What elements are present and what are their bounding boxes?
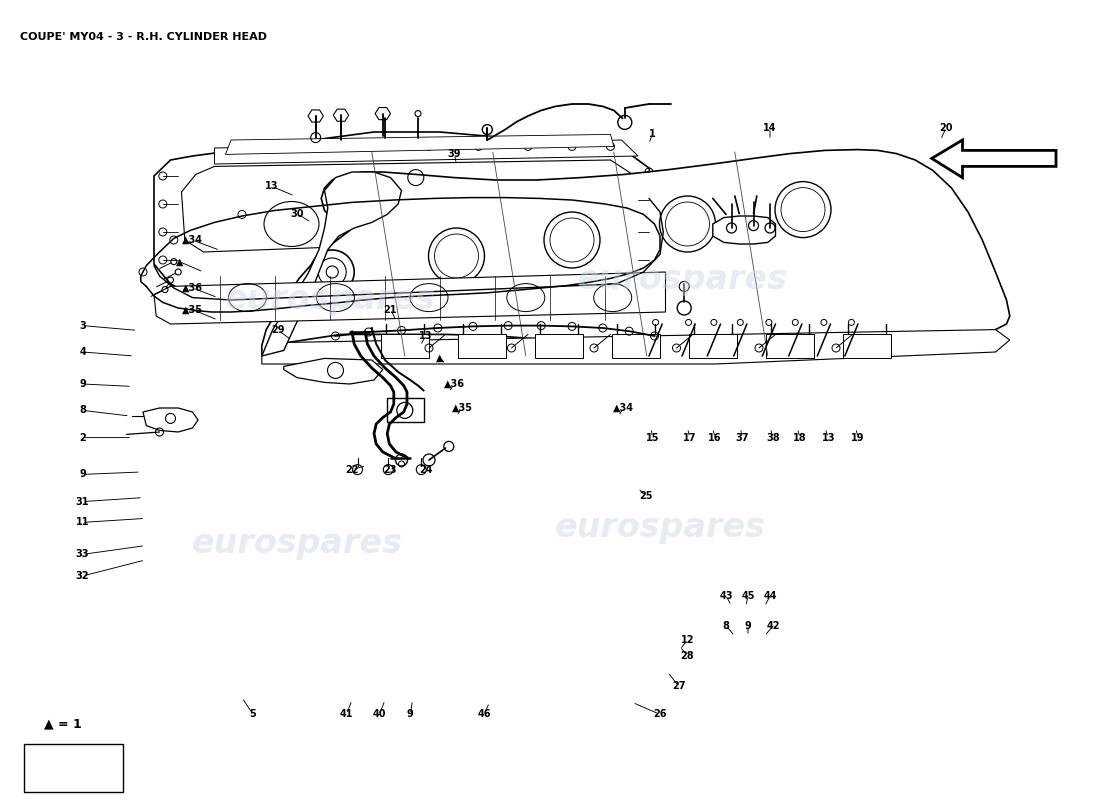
Text: 32: 32 [76, 571, 89, 581]
Polygon shape [535, 334, 583, 358]
Text: 40: 40 [373, 710, 386, 719]
Polygon shape [262, 150, 1010, 356]
Text: 9: 9 [79, 379, 86, 389]
Text: 9: 9 [79, 470, 86, 479]
Text: 31: 31 [76, 497, 89, 506]
Text: 21: 21 [384, 305, 397, 314]
Circle shape [726, 223, 737, 233]
Text: 17: 17 [683, 433, 696, 442]
Polygon shape [689, 334, 737, 358]
Text: 5: 5 [250, 710, 256, 719]
Text: 11: 11 [76, 518, 89, 527]
Text: COUPE' MY04 - 3 - R.H. CYLINDER HEAD: COUPE' MY04 - 3 - R.H. CYLINDER HEAD [20, 32, 267, 42]
Polygon shape [182, 160, 638, 252]
Text: 27: 27 [672, 682, 685, 691]
Text: 12: 12 [681, 635, 694, 645]
Text: 18: 18 [793, 433, 806, 442]
Text: 15: 15 [646, 433, 659, 442]
Polygon shape [333, 109, 349, 122]
Text: 46: 46 [477, 710, 491, 719]
Polygon shape [154, 132, 660, 296]
Text: 38: 38 [767, 433, 780, 442]
Text: ▲35: ▲35 [451, 403, 473, 413]
Text: 37: 37 [736, 433, 749, 442]
Text: 19: 19 [851, 433, 865, 442]
Text: 25: 25 [639, 491, 652, 501]
Polygon shape [458, 334, 506, 358]
Text: 9: 9 [745, 621, 751, 630]
Text: eurospares: eurospares [554, 511, 766, 545]
Text: 44: 44 [763, 591, 777, 601]
Text: 29: 29 [272, 326, 285, 335]
Text: ▲34: ▲34 [182, 235, 204, 245]
Text: 45: 45 [741, 591, 755, 601]
Text: 2: 2 [79, 433, 86, 442]
Text: 39: 39 [448, 150, 461, 159]
Text: 28: 28 [681, 651, 694, 661]
Polygon shape [612, 334, 660, 358]
Circle shape [748, 221, 759, 230]
Text: 14: 14 [763, 123, 777, 133]
Text: 13: 13 [265, 182, 278, 191]
Polygon shape [284, 358, 383, 384]
Text: eurospares: eurospares [224, 283, 436, 317]
Polygon shape [381, 334, 429, 358]
Polygon shape [308, 110, 323, 122]
Polygon shape [387, 398, 424, 422]
Text: 13: 13 [419, 331, 432, 341]
Text: 33: 33 [76, 550, 89, 559]
Text: ▲35: ▲35 [182, 305, 204, 314]
Text: 16: 16 [708, 433, 722, 442]
Polygon shape [713, 216, 776, 244]
Text: ▲34: ▲34 [613, 403, 635, 413]
Text: 8: 8 [723, 621, 729, 630]
Text: 3: 3 [79, 321, 86, 330]
Text: 9: 9 [407, 710, 414, 719]
Polygon shape [375, 107, 390, 120]
Text: 8: 8 [79, 406, 86, 415]
Text: 24: 24 [419, 465, 432, 474]
Text: 4: 4 [79, 347, 86, 357]
Text: 20: 20 [939, 123, 953, 133]
Text: 22: 22 [345, 465, 359, 474]
Text: 23: 23 [384, 465, 397, 474]
Circle shape [764, 223, 776, 233]
Text: 30: 30 [290, 209, 304, 218]
Polygon shape [262, 330, 1010, 364]
Text: 41: 41 [340, 710, 353, 719]
Text: eurospares: eurospares [191, 527, 403, 561]
Polygon shape [226, 134, 614, 154]
Text: 42: 42 [767, 621, 780, 630]
Text: ▲36: ▲36 [443, 379, 465, 389]
Text: ▲36: ▲36 [182, 283, 204, 293]
Polygon shape [766, 334, 814, 358]
Text: 43: 43 [719, 591, 733, 601]
Text: 1: 1 [649, 129, 656, 138]
Text: 26: 26 [653, 710, 667, 719]
Polygon shape [214, 140, 638, 164]
Text: 13: 13 [822, 433, 835, 442]
Polygon shape [143, 408, 198, 432]
Text: ▲: ▲ [437, 353, 443, 362]
Polygon shape [154, 272, 666, 324]
Polygon shape [843, 334, 891, 358]
Text: eurospares: eurospares [576, 263, 788, 297]
Text: ▲ = 1: ▲ = 1 [44, 718, 81, 730]
Bar [24, 744, 123, 792]
Polygon shape [932, 140, 1056, 178]
Text: ▲: ▲ [176, 257, 183, 266]
Polygon shape [262, 172, 402, 356]
